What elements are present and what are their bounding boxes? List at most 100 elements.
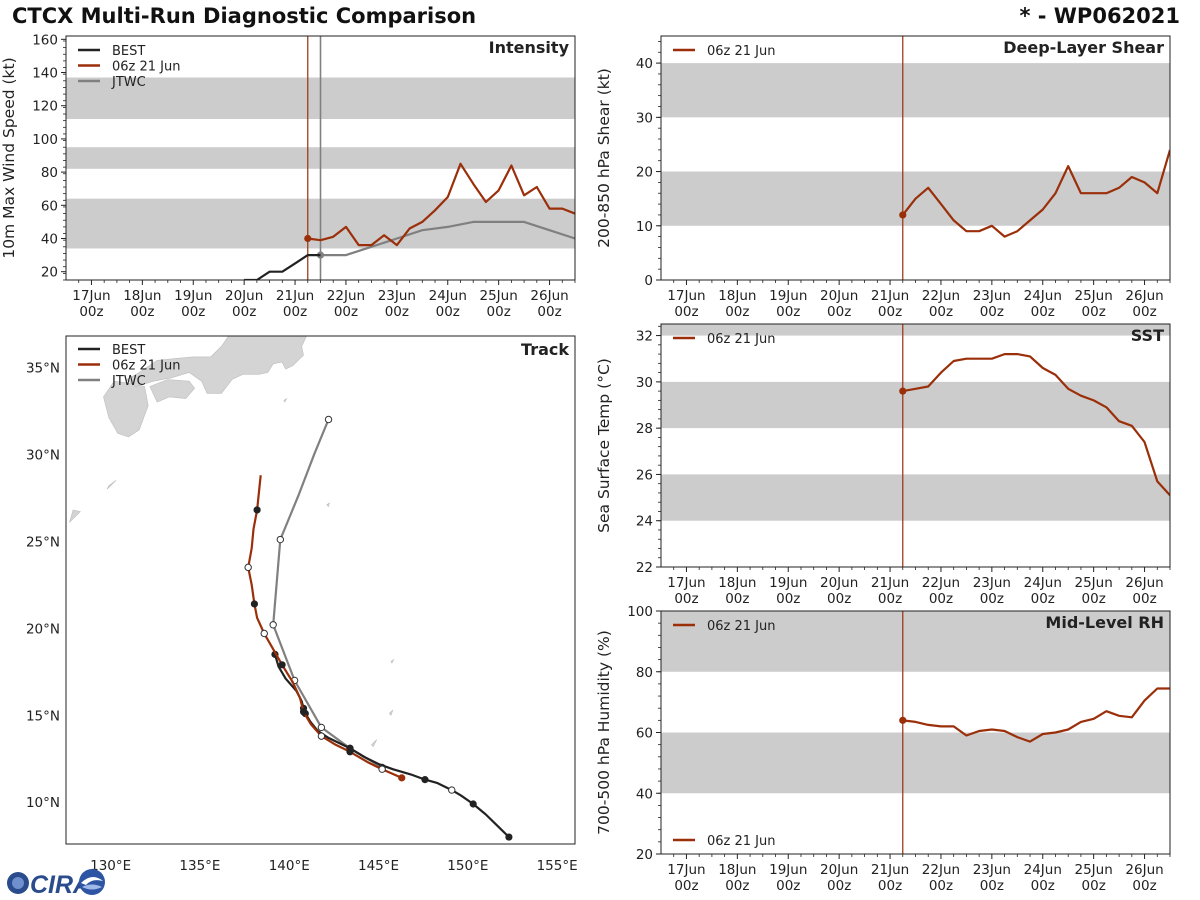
track-land-9 (390, 658, 395, 664)
shear-ylabel: 200-850 hPa Shear (kt) (595, 68, 613, 248)
rh-panel: 2040608010017Jun00z18Jun00z19Jun00z20Jun… (595, 604, 1171, 894)
track-land-1 (149, 379, 195, 403)
cira-logo-swirl-2 (82, 884, 102, 890)
intensity-xtick-hour: 00z (181, 304, 205, 320)
track-point-open-jtwc (276, 535, 285, 544)
sst-initial-point-06z-21-jun (899, 387, 907, 395)
sst-title: SST (1131, 326, 1164, 345)
track-ytick-label: 30°N (26, 447, 60, 463)
shear-title: Deep-Layer Shear (1003, 38, 1164, 57)
track-point-best (421, 776, 429, 784)
shear-xtick-hour: 00z (674, 304, 698, 320)
intensity-ytick-label: 160 (32, 32, 58, 48)
intensity-xtick-day: 19Jun (174, 288, 212, 304)
track-point-06z-21-jun (346, 748, 354, 756)
intensity-xtick-hour: 00z (130, 304, 154, 320)
track-point-06z-21-jun (253, 506, 261, 514)
sst-xtick-day: 24Jun (1024, 575, 1062, 591)
rh-ylabel: 700-500 hPa Humidity (%) (595, 630, 613, 835)
intensity-ytick-label: 120 (32, 99, 58, 115)
rh-xtick-hour: 00z (980, 878, 1004, 894)
intensity-xtick-day: 22Jun (327, 288, 365, 304)
track-series-jtwc (272, 419, 383, 769)
shear-ytick-label: 0 (644, 273, 653, 289)
shear-ytick-label: 10 (636, 219, 653, 235)
track-land-0 (103, 380, 149, 438)
track-ytick-label: 35°N (26, 360, 60, 376)
sst-ytick-label: 24 (636, 514, 653, 530)
cira-logo-globe-left-inner (12, 877, 24, 889)
shear-xtick-hour: 00z (1132, 304, 1156, 320)
shear-xtick-hour: 00z (929, 304, 953, 320)
rh-xtick-hour: 00z (725, 878, 749, 894)
sst-xtick-day: 21Jun (871, 575, 909, 591)
sst-band-2 (661, 324, 1170, 336)
sst-ytick-label: 28 (636, 421, 653, 437)
rh-xtick-hour: 00z (674, 878, 698, 894)
sst-xtick-day: 19Jun (769, 575, 807, 591)
intensity-xtick-day: 23Jun (378, 288, 416, 304)
sst-xtick-day: 17Jun (667, 575, 705, 591)
shear-band-1 (661, 63, 1170, 118)
sst-ytick-label: 30 (636, 375, 653, 391)
shear-xtick-day: 22Jun (922, 288, 960, 304)
rh-xtick-hour: 00z (1132, 878, 1156, 894)
intensity-xtick-hour: 00z (232, 304, 256, 320)
track-point-open-06z-21-jun (244, 563, 252, 572)
track-land-7 (388, 709, 394, 716)
shear-frame (660, 35, 1171, 281)
cira-logo-swirl (81, 876, 103, 885)
track-xtick-label: 155°E (537, 858, 578, 874)
track-land-4 (68, 509, 81, 524)
cira-logo-globe-right (79, 869, 105, 895)
track-point-06z-21-jun (250, 600, 259, 608)
shear-xtick-day: 17Jun (667, 288, 705, 304)
shear-xtick-hour: 00z (980, 304, 1004, 320)
rh-ytick-label: 20 (636, 847, 653, 863)
track-ytick-label: 15°N (26, 708, 60, 724)
shear-legend-label: 06z 21 Jun (707, 44, 776, 59)
shear-xtick-hour: 00z (1082, 304, 1106, 320)
intensity-xtick-day: 21Jun (276, 288, 314, 304)
shear-xtick-day: 18Jun (718, 288, 756, 304)
track-ytick-label: 20°N (26, 621, 60, 637)
track-point-open-jtwc (317, 723, 326, 732)
rh-xtick-hour: 00z (1031, 878, 1055, 894)
intensity-ytick-label: 140 (32, 66, 58, 82)
sst-xtick-hour: 00z (1132, 591, 1156, 607)
intensity-ytick-label: 20 (41, 265, 58, 281)
track-point-06z-21-jun (398, 774, 406, 782)
track-frame (65, 335, 576, 845)
shear-xtick-day: 19Jun (769, 288, 807, 304)
sst-xtick-hour: 00z (776, 591, 800, 607)
track-land-8 (370, 739, 378, 748)
track-land-3 (106, 480, 117, 490)
sst-band-0 (661, 474, 1170, 521)
intensity-legend-label: 06z 21 Jun (112, 60, 181, 75)
shear-xtick-hour: 00z (878, 304, 902, 320)
sst-ytick-label: 22 (636, 560, 653, 576)
shear-xtick-hour: 00z (827, 304, 851, 320)
intensity-series-jtwc (320, 220, 575, 257)
rh-xtick-day: 17Jun (667, 862, 705, 878)
rh-xtick-hour: 00z (929, 878, 953, 894)
sst-xtick-hour: 00z (827, 591, 851, 607)
track-point-open-06z-21-jun (317, 732, 326, 740)
shear-xtick-day: 21Jun (871, 288, 909, 304)
rh-xtick-day: 19Jun (769, 862, 807, 878)
figure-title: CTCX Multi-Run Diagnostic Comparison (12, 4, 477, 28)
intensity-xtick-hour: 00z (537, 304, 561, 320)
track-ytick-label: 25°N (26, 534, 60, 550)
intensity-ytick-label: 80 (41, 165, 58, 181)
rh-band-1 (661, 611, 1170, 672)
track-series-best (273, 654, 510, 838)
track-xtick-label: 145°E (358, 858, 399, 874)
shear-initial-point-06z-21-jun (899, 211, 907, 219)
sst-panel: 22242628303217Jun00z18Jun00z19Jun00z20Ju… (595, 323, 1171, 607)
shear-xtick-day: 25Jun (1075, 288, 1113, 304)
track-xtick-label: 140°E (269, 858, 310, 874)
cira-logo: CIRA (7, 869, 105, 898)
sst-xtick-hour: 00z (1082, 591, 1106, 607)
intensity-xtick-day: 24Jun (429, 288, 467, 304)
shear-xtick-day: 23Jun (973, 288, 1011, 304)
